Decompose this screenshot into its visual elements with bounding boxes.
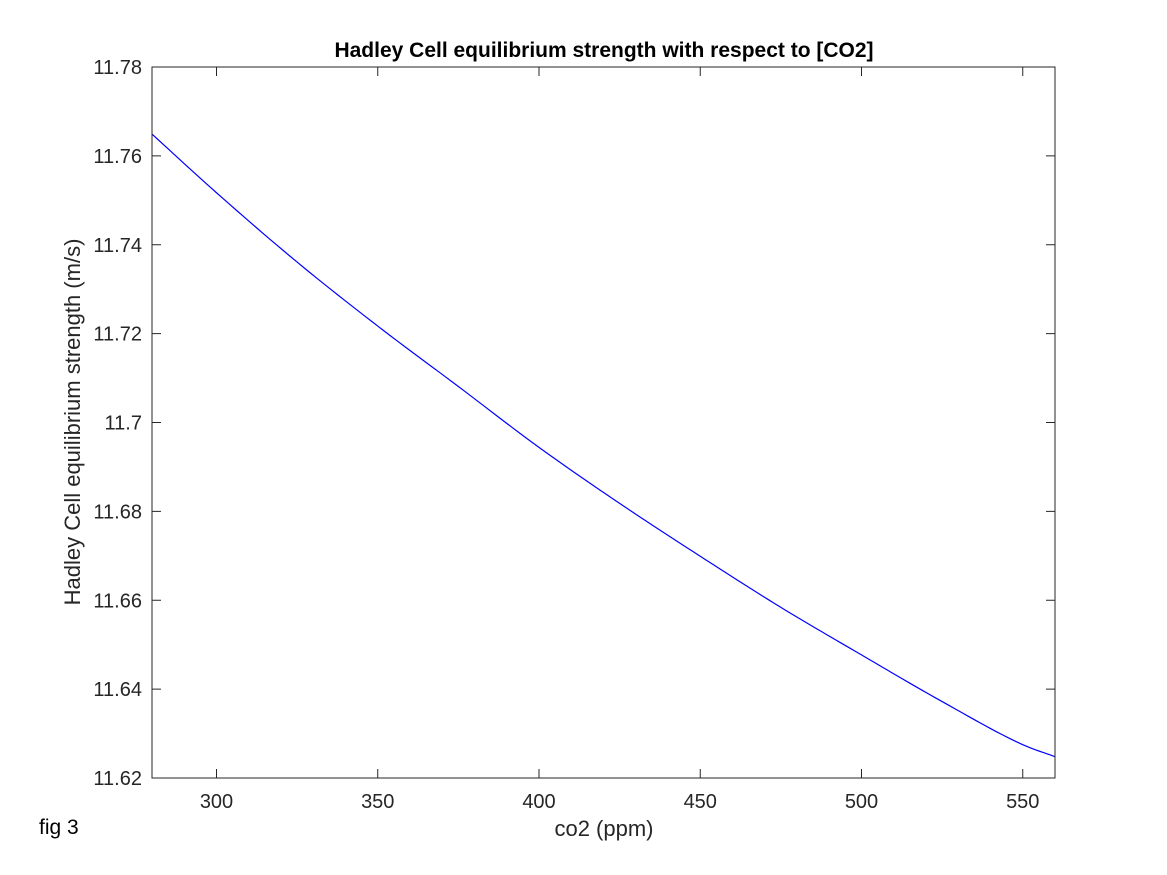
y-tick-label: 11.62 (93, 768, 142, 790)
data-series-line (151, 133, 1056, 758)
plot-area (152, 67, 1055, 778)
y-tick-label: 11.76 (93, 146, 142, 168)
x-tick-label: 400 (522, 791, 555, 813)
y-tick-label: 11.72 (93, 324, 142, 346)
x-axis-title: co2 (ppm) (554, 816, 653, 841)
y-tick-label: 11.68 (93, 501, 142, 523)
y-tick-label: 11.7 (105, 413, 142, 435)
x-tick-label: 350 (361, 791, 394, 813)
x-tick-label: 300 (200, 791, 233, 813)
data-line-layer (151, 133, 1056, 758)
y-tick-label: 11.74 (93, 235, 142, 257)
x-tick-label: 500 (845, 791, 878, 813)
y-tick-label: 11.78 (93, 57, 142, 79)
axes (151, 66, 1056, 779)
y-tick-label: 11.64 (93, 679, 142, 701)
tick-labels: 300 350 400 450 500 550 11.62 11.64 11.66 11.68 11… (93, 57, 1039, 813)
x-tick-label: 450 (684, 791, 717, 813)
y-tick-label: 11.66 (93, 590, 142, 612)
chart-title: Hadley Cell equilibrium strength with re… (334, 39, 873, 62)
x-tick-label: 550 (1006, 791, 1039, 813)
figure-caption: fig 3 (39, 816, 79, 839)
y-axis-title: Hadley Cell equilibrium strength (m/s) (60, 239, 85, 606)
